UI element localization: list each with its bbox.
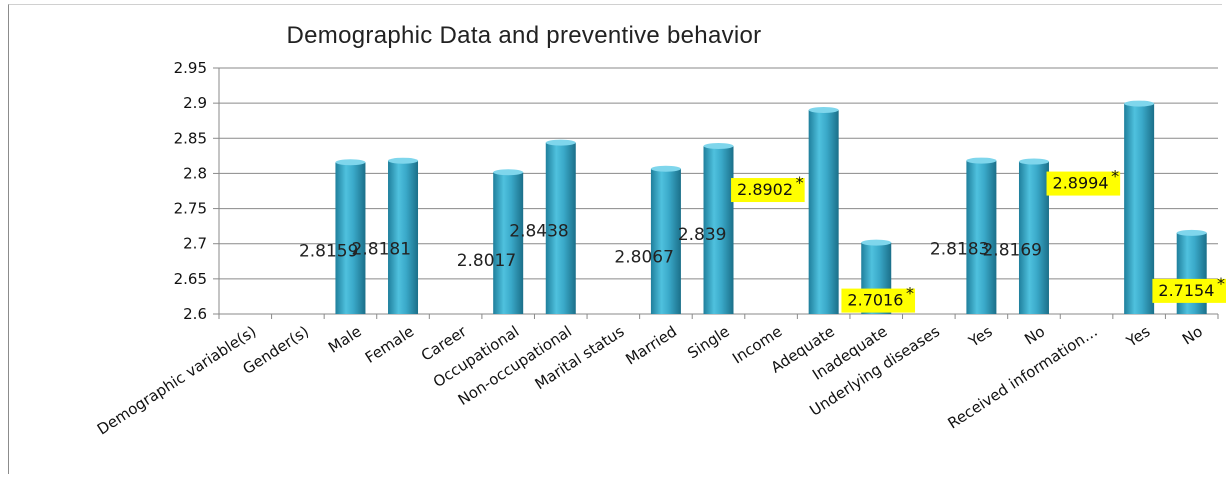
- bar: [650, 168, 681, 314]
- x-category-label: No: [1179, 322, 1206, 348]
- bar-cap: [545, 139, 576, 146]
- bar-cap: [650, 165, 681, 172]
- category-labels: Demographic variable(s)Gender(s) MaleFema…: [94, 322, 1206, 439]
- bar-cap: [861, 239, 892, 246]
- x-category-label: Female: [362, 322, 417, 367]
- bar: [703, 146, 734, 314]
- significance-mark: *: [1111, 167, 1119, 186]
- data-label: 2.8017: [457, 251, 516, 271]
- bar: [1124, 103, 1155, 314]
- bar-cap: [1176, 229, 1207, 236]
- data-label: 2.8181: [352, 240, 411, 260]
- bar-cap: [703, 143, 734, 150]
- bar: [335, 162, 366, 314]
- data-label: 2.8159: [299, 241, 358, 261]
- bar: [493, 172, 524, 314]
- data-label: 2.8183: [930, 240, 989, 260]
- bar: [966, 160, 997, 314]
- bars: [335, 100, 1207, 315]
- bar: [388, 160, 419, 314]
- chart-title: Demographic Data and preventive behavior: [0, 22, 1228, 50]
- significance-mark: *: [1217, 274, 1225, 293]
- significance-mark: *: [906, 284, 914, 303]
- bar-cap: [966, 157, 997, 164]
- highlight-box: [1152, 278, 1226, 303]
- bar-cap: [808, 107, 839, 114]
- y-tick-label: 2.8: [183, 164, 207, 182]
- x-category-label: Single: [684, 322, 732, 362]
- y-tick-label: 2.9: [183, 94, 207, 112]
- highlight-box: [1046, 171, 1121, 196]
- y-tick-label: 2.85: [174, 129, 207, 147]
- x-category-label: Married: [622, 322, 680, 368]
- bar-cap: [335, 159, 366, 166]
- bar: [808, 110, 839, 315]
- data-label: 2.8994: [1053, 174, 1109, 193]
- x-category-label: Marital status: [532, 322, 628, 393]
- bar: [1018, 161, 1049, 314]
- bar-cap: [1124, 100, 1155, 107]
- chart-frame: [8, 4, 1222, 474]
- axes: 2.6 2.65 2.7 2.75 2.8 2.85 2.9 2.95: [174, 59, 1219, 323]
- chart-title-text: Demographic Data and preventive behavior: [286, 22, 762, 49]
- data-label: 2.8067: [614, 248, 673, 268]
- y-tick-label: 2.6: [183, 305, 207, 323]
- bar-cap: [1018, 158, 1049, 165]
- significance-mark: *: [796, 173, 804, 192]
- bar-cap: [388, 157, 419, 164]
- x-category-label: Demographic variable(s): [94, 322, 260, 438]
- x-category-label: Male: [325, 322, 365, 356]
- data-label: 2.8902: [737, 180, 793, 199]
- bar-cap: [493, 169, 524, 176]
- highlight-box: [841, 288, 916, 313]
- data-label: 2.7016: [847, 291, 903, 310]
- y-tick-label: 2.65: [174, 270, 207, 288]
- x-category-label: No: [1021, 322, 1048, 348]
- data-label: 2.839: [678, 225, 727, 245]
- y-tick-label: 2.7: [183, 235, 207, 253]
- data-label: 2.8438: [509, 222, 568, 242]
- highlight-box: [731, 178, 805, 203]
- data-label: 2.8169: [982, 241, 1041, 261]
- y-tick-label: 2.95: [174, 59, 207, 77]
- data-label: 2.7154: [1158, 281, 1214, 300]
- x-category-label: Yes: [1122, 322, 1153, 351]
- y-tick-label: 2.75: [174, 200, 207, 218]
- bar: [545, 142, 576, 314]
- x-category-label: Yes: [965, 322, 996, 351]
